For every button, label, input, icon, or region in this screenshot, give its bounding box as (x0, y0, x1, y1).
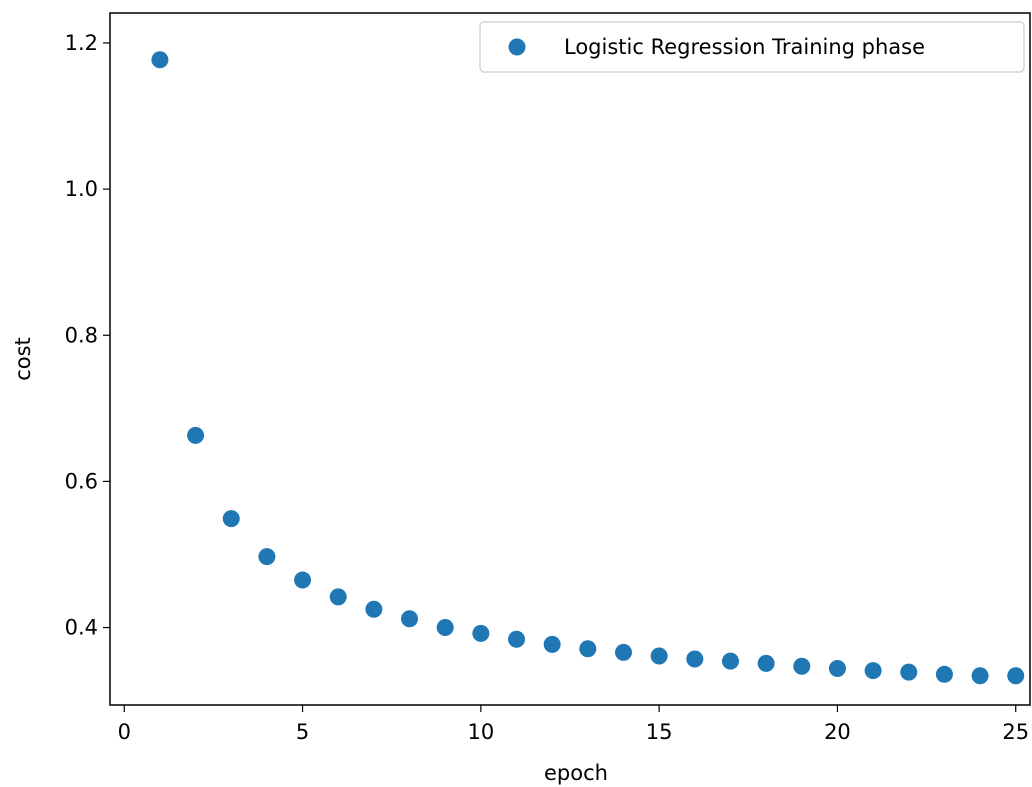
y-tick-label: 0.6 (65, 469, 98, 493)
data-point (686, 650, 704, 668)
data-point (365, 600, 383, 618)
legend: Logistic Regression Training phase (479, 21, 1025, 73)
x-axis-ticks: 0 5 10 15 20 25 (118, 705, 1029, 744)
data-point (935, 665, 953, 683)
data-point (757, 654, 775, 672)
data-point (436, 619, 454, 637)
y-axis-ticks: 0.4 0.6 0.8 1.0 1.2 (65, 31, 110, 640)
legend-label: Logistic Regression Training phase (564, 35, 925, 59)
data-point (793, 657, 811, 675)
data-point (508, 630, 526, 648)
data-point (900, 663, 918, 681)
data-point (1007, 667, 1025, 685)
data-point (650, 647, 668, 665)
data-point (828, 659, 846, 677)
y-tick-label: 0.4 (65, 616, 98, 640)
data-points (151, 51, 1025, 685)
x-tick-label: 25 (1002, 720, 1029, 744)
data-point (864, 662, 882, 680)
x-tick-label: 15 (646, 720, 673, 744)
x-tick-label: 10 (467, 720, 494, 744)
data-point (222, 510, 240, 528)
y-tick-label: 1.0 (65, 177, 98, 201)
x-tick-label: 5 (296, 720, 309, 744)
data-point (294, 571, 312, 589)
data-point (971, 667, 989, 685)
data-point (401, 610, 419, 628)
data-point (329, 588, 347, 606)
data-point (258, 548, 276, 566)
data-point (614, 643, 632, 661)
legend-box (479, 21, 1025, 73)
data-point (721, 652, 739, 670)
plot-area-frame (109, 12, 1031, 706)
data-point (543, 635, 561, 653)
x-tick-label: 0 (118, 720, 131, 744)
y-tick-label: 1.2 (65, 31, 98, 55)
data-point (579, 640, 597, 658)
data-point (151, 51, 169, 69)
data-point (187, 426, 205, 444)
x-tick-label: 20 (824, 720, 851, 744)
legend-marker (508, 38, 526, 56)
x-axis-label: epoch (544, 761, 608, 785)
y-axis-label: cost (11, 337, 35, 381)
y-tick-label: 0.8 (65, 323, 98, 347)
data-point (472, 624, 490, 642)
